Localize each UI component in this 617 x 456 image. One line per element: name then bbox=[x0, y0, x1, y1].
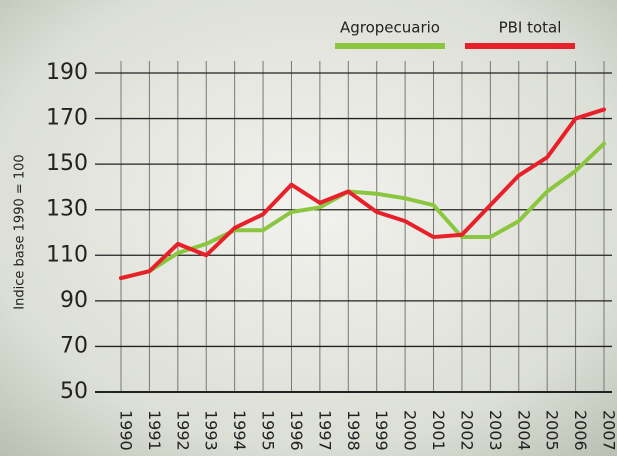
y-tick-label: 130 bbox=[46, 197, 88, 222]
legend-label: Agropecuario bbox=[340, 19, 440, 37]
x-tick-label: 2003 bbox=[486, 410, 505, 451]
x-tick-label: 1991 bbox=[145, 410, 164, 451]
x-tick-label: 2007 bbox=[600, 410, 617, 451]
y-tick-label: 150 bbox=[46, 151, 88, 176]
y-axis-label: Indice base 1990 = 100 bbox=[13, 154, 28, 309]
y-tick-label: 90 bbox=[60, 288, 88, 313]
x-tick-label: 1997 bbox=[315, 410, 334, 451]
legend-label: PBI total bbox=[499, 19, 562, 37]
y-tick-label: 190 bbox=[46, 60, 88, 85]
x-tick-label: 2002 bbox=[457, 410, 476, 451]
x-tick-label: 1994 bbox=[230, 410, 249, 451]
x-tick-label: 2001 bbox=[429, 410, 448, 451]
x-tick-label: 1996 bbox=[287, 410, 306, 451]
y-tick-label: 110 bbox=[46, 242, 88, 267]
x-tick-label: 1993 bbox=[202, 410, 221, 451]
y-tick-label: 70 bbox=[60, 333, 88, 358]
y-tick-label: 50 bbox=[60, 379, 88, 404]
x-tick-label: 2006 bbox=[571, 410, 590, 451]
x-tick-label: 1995 bbox=[259, 410, 278, 451]
x-tick-label: 1992 bbox=[173, 410, 192, 451]
series-line bbox=[119, 141, 606, 281]
x-tick-label: 2000 bbox=[401, 410, 420, 451]
x-tick-label: 1990 bbox=[117, 410, 136, 451]
series-line bbox=[119, 107, 606, 281]
y-tick-label: 170 bbox=[46, 106, 88, 131]
x-tick-label: 2004 bbox=[514, 410, 533, 451]
x-tick-label: 1998 bbox=[344, 410, 363, 451]
x-tick-label: 2005 bbox=[543, 410, 562, 451]
x-tick-label: 1999 bbox=[372, 410, 391, 451]
